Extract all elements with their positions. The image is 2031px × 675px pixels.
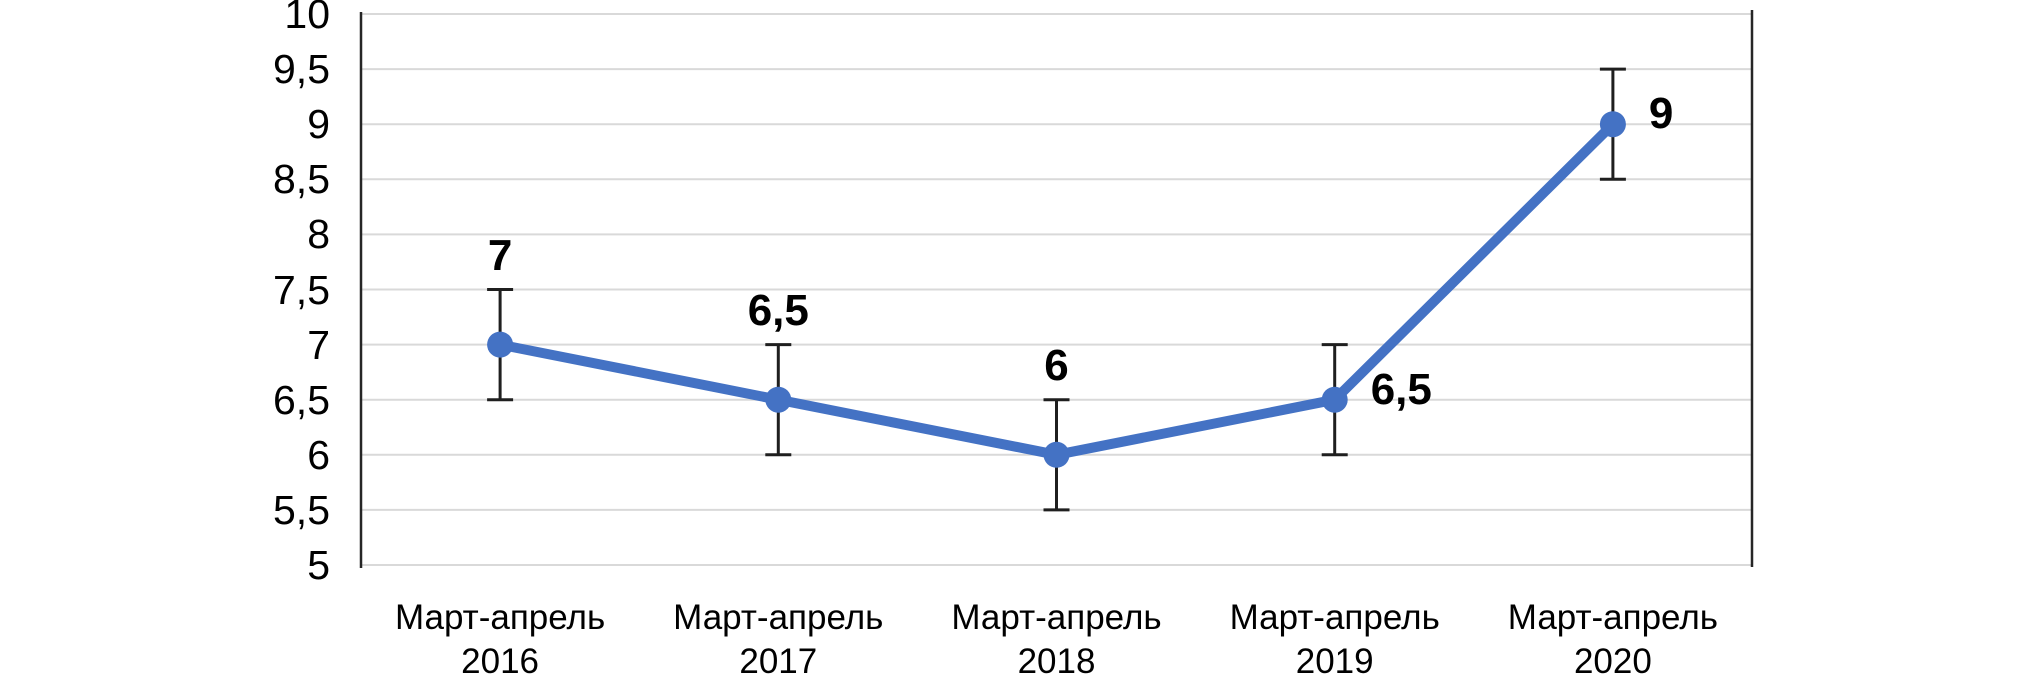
x-axis-category-label: Март-апрель 2016: [350, 596, 650, 675]
x-axis-category-label: Март-апрель 2019: [1185, 596, 1485, 675]
y-axis-tick-label: 9,5: [273, 46, 330, 93]
data-point-marker: [765, 386, 792, 413]
x-axis-category-year: 2019: [1295, 642, 1374, 675]
y-axis-tick-label: 8,5: [273, 156, 330, 203]
y-axis-tick-label: 8: [307, 211, 330, 258]
data-point-marker: [1321, 386, 1348, 413]
data-point-label: 6,5: [747, 285, 809, 335]
x-axis-category-period: Март-апрель: [1507, 598, 1719, 637]
x-axis-category-period: Март-апрель: [394, 598, 606, 637]
data-point-marker: [487, 331, 514, 358]
x-axis-category-label: Март-апрель 2020: [1463, 596, 1763, 675]
x-axis-category-period: Март-апрель: [673, 598, 884, 637]
y-axis-tick-label: 10: [284, 0, 330, 37]
x-axis-category-period: Март-апрель: [1229, 598, 1440, 637]
x-axis-category-label: Март-апрель 2018: [907, 596, 1207, 675]
x-axis-category-label: Март-апрель 2017: [628, 596, 928, 675]
y-axis-tick-label: 5: [307, 542, 330, 588]
x-axis-category-year: 2017: [739, 642, 818, 675]
y-axis-tick-label: 7: [307, 321, 330, 368]
data-point-label: 9: [1648, 89, 1674, 139]
y-axis-tick-label: 9: [307, 101, 330, 148]
x-axis-category-year: 2020: [1573, 642, 1652, 675]
y-axis-tick-label: 6: [307, 431, 330, 478]
x-axis-category-year: 2018: [1017, 642, 1096, 675]
y-axis-tick-label: 7,5: [273, 266, 330, 313]
x-axis-category-period: Март-апрель: [951, 598, 1162, 637]
y-axis-tick-label: 6,5: [273, 376, 330, 423]
x-axis-category-year: 2016: [461, 642, 540, 675]
data-point-label: 6: [1044, 340, 1069, 390]
data-point-label: 7: [487, 230, 513, 280]
data-point-marker: [1043, 441, 1070, 468]
data-point-marker: [1599, 111, 1626, 138]
y-axis-tick-label: 5,5: [273, 486, 330, 533]
data-point-label: 6,5: [1370, 364, 1432, 414]
